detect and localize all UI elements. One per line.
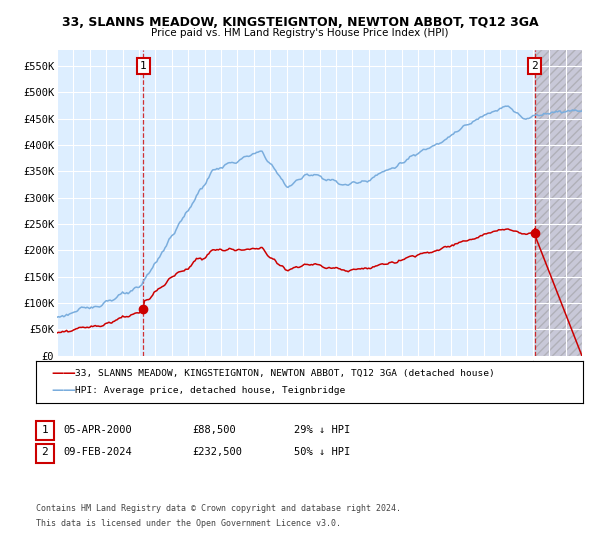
- Text: 33, SLANNS MEADOW, KINGSTEIGNTON, NEWTON ABBOT, TQ12 3GA: 33, SLANNS MEADOW, KINGSTEIGNTON, NEWTON…: [62, 16, 538, 29]
- Bar: [535, 40, 582, 356]
- Text: 2: 2: [531, 61, 538, 71]
- Text: 1: 1: [140, 61, 147, 71]
- Text: 50% ↓ HPI: 50% ↓ HPI: [294, 447, 350, 458]
- Bar: [535, 50, 582, 356]
- Text: This data is licensed under the Open Government Licence v3.0.: This data is licensed under the Open Gov…: [36, 519, 341, 528]
- Text: HPI: Average price, detached house, Teignbridge: HPI: Average price, detached house, Teig…: [75, 386, 345, 395]
- Text: ——: ——: [51, 367, 76, 380]
- Text: ——: ——: [51, 384, 76, 397]
- Text: Price paid vs. HM Land Registry's House Price Index (HPI): Price paid vs. HM Land Registry's House …: [151, 28, 449, 38]
- Text: 05-APR-2000: 05-APR-2000: [63, 424, 132, 435]
- Text: 1: 1: [41, 424, 49, 435]
- Text: 29% ↓ HPI: 29% ↓ HPI: [294, 424, 350, 435]
- Text: Contains HM Land Registry data © Crown copyright and database right 2024.: Contains HM Land Registry data © Crown c…: [36, 504, 401, 513]
- Text: £88,500: £88,500: [192, 424, 236, 435]
- Text: 2: 2: [41, 447, 49, 458]
- Text: 33, SLANNS MEADOW, KINGSTEIGNTON, NEWTON ABBOT, TQ12 3GA (detached house): 33, SLANNS MEADOW, KINGSTEIGNTON, NEWTON…: [75, 369, 495, 378]
- Text: £232,500: £232,500: [192, 447, 242, 458]
- Text: 09-FEB-2024: 09-FEB-2024: [63, 447, 132, 458]
